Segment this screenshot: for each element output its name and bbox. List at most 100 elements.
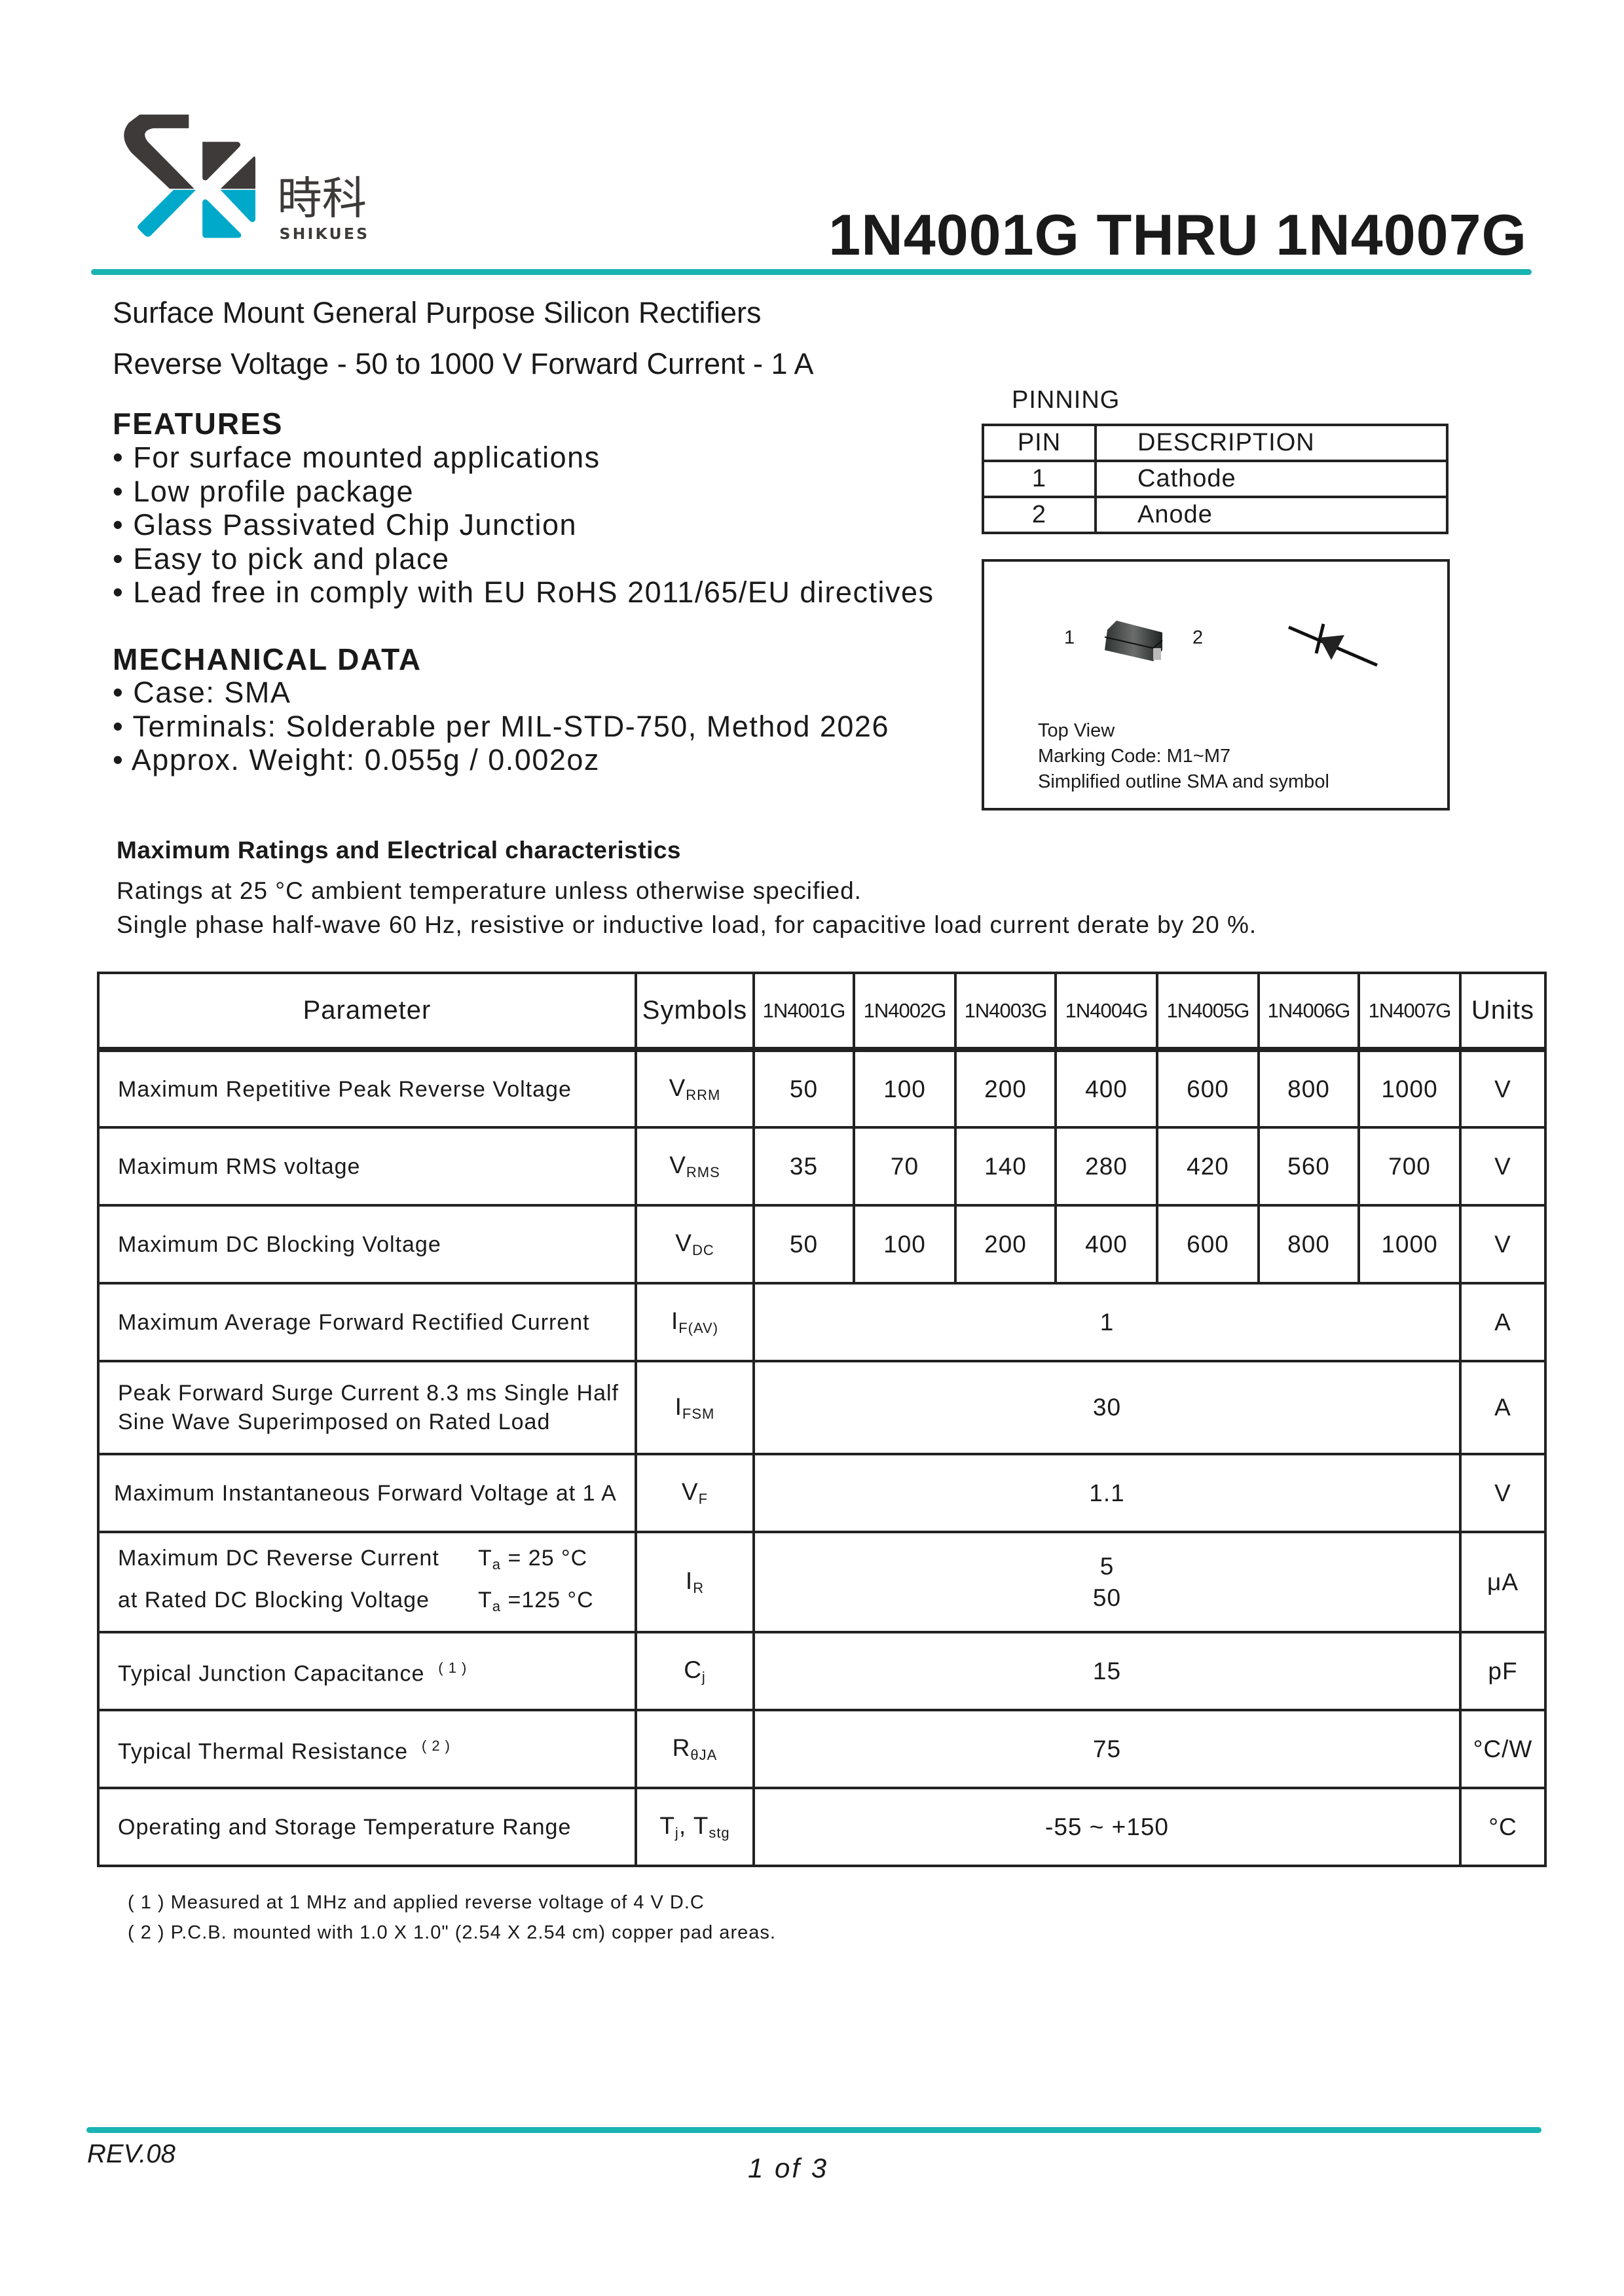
table-row: Typical Thermal Resistance ( 2 ) RθJA 75… bbox=[97, 1709, 1547, 1789]
pin2-label: 2 bbox=[1192, 627, 1204, 648]
model-header: 1N4004G bbox=[1054, 972, 1158, 1051]
ratings-note: Single phase half-wave 60 Hz, resistive … bbox=[117, 911, 1257, 938]
value-cell: 200 bbox=[954, 1048, 1057, 1129]
symbol-cell: IF(AV) bbox=[635, 1282, 755, 1362]
subtitle-line1: Surface Mount General Purpose Silicon Re… bbox=[113, 296, 762, 329]
table-row: Operating and Storage Temperature Range … bbox=[97, 1787, 1547, 1867]
pin-number: 1 bbox=[982, 460, 1097, 498]
unit-cell: V bbox=[1459, 1453, 1547, 1533]
pinning-header-row: PIN DESCRIPTION bbox=[982, 424, 1449, 462]
symbol-cell: VF bbox=[635, 1453, 755, 1533]
parameter-cell: Maximum Instantaneous Forward Voltage at… bbox=[97, 1453, 637, 1533]
value-cell: 15 bbox=[752, 1631, 1462, 1711]
value-cell: 100 bbox=[853, 1204, 957, 1285]
pinning-table: PIN DESCRIPTION 1 Cathode 2 Anode bbox=[982, 424, 1449, 534]
value-cell: -55 ~ +150 bbox=[752, 1787, 1462, 1867]
document-title: 1N4001G THRU 1N4007G bbox=[828, 202, 1527, 267]
value-cell: 35 bbox=[752, 1126, 855, 1207]
unit-cell: pF bbox=[1459, 1631, 1547, 1711]
symbol-cell: IR bbox=[635, 1531, 755, 1633]
value-cell: 1 bbox=[752, 1282, 1462, 1362]
symbol-cell: VRMS bbox=[635, 1126, 755, 1207]
mechanical-heading: MECHANICAL DATA bbox=[113, 642, 422, 676]
mechanical-item: Approx. Weight: 0.055g / 0.002oz bbox=[113, 743, 889, 777]
value-cell: 600 bbox=[1156, 1204, 1260, 1285]
mechanical-list: Case: SMA Terminals: Solderable per MIL-… bbox=[113, 676, 889, 777]
table-row: Maximum Instantaneous Forward Voltage at… bbox=[97, 1453, 1547, 1533]
value-cell: 50 bbox=[752, 1204, 855, 1285]
model-header: 1N4002G bbox=[853, 972, 957, 1051]
value-cell: 600 bbox=[1156, 1048, 1260, 1129]
value-cell: 50 bbox=[752, 1048, 855, 1129]
unit-cell: V bbox=[1459, 1126, 1547, 1207]
value-cell: 1.1 bbox=[752, 1453, 1462, 1533]
ratings-heading: Maximum Ratings and Electrical character… bbox=[117, 837, 682, 864]
parameter-cell: Peak Forward Surge Current 8.3 ms Single… bbox=[97, 1360, 637, 1455]
logo-en: SHIKUES bbox=[280, 225, 370, 243]
pinning-row: 2 Anode bbox=[982, 496, 1449, 534]
model-header: 1N4007G bbox=[1357, 972, 1462, 1051]
pin1-label: 1 bbox=[1064, 627, 1075, 648]
value-cell: 400 bbox=[1054, 1204, 1158, 1285]
table-row: Maximum DC Blocking Voltage VDC 50 100 2… bbox=[97, 1204, 1547, 1285]
model-header: 1N4001G bbox=[752, 972, 855, 1051]
symbol-cell: RθJA bbox=[635, 1709, 755, 1789]
symbol-cell: IFSM bbox=[635, 1360, 755, 1455]
value-cell: 5 50 bbox=[752, 1531, 1462, 1633]
model-header: 1N4005G bbox=[1156, 972, 1260, 1051]
symbols-header: Symbols bbox=[635, 972, 755, 1051]
features-list: For surface mounted applications Low pro… bbox=[113, 441, 934, 610]
parameter-cell: Maximum DC Blocking Voltage bbox=[97, 1204, 637, 1285]
company-logo: 時科 SHIKUES bbox=[124, 115, 370, 243]
value-cell: 280 bbox=[1054, 1126, 1158, 1207]
sma-package-icon bbox=[1104, 621, 1163, 661]
mechanical-item: Terminals: Solderable per MIL-STD-750, M… bbox=[113, 710, 889, 744]
symbol-cell: VDC bbox=[635, 1204, 755, 1285]
value-cell: 700 bbox=[1357, 1126, 1462, 1207]
subtitle-line2: Reverse Voltage - 50 to 1000 V Forward C… bbox=[113, 347, 814, 380]
units-header: Units bbox=[1459, 972, 1547, 1051]
features-heading: FEATURES bbox=[113, 407, 284, 441]
unit-cell: °C/W bbox=[1459, 1709, 1547, 1789]
feature-item: Low profile package bbox=[113, 475, 934, 509]
table-row: Maximum Average Forward Rectified Curren… bbox=[97, 1282, 1547, 1362]
symbol-cell: Tj, Tstg bbox=[635, 1787, 755, 1867]
diode-symbol-icon bbox=[1288, 623, 1378, 667]
pinning-title: PINNING bbox=[1012, 386, 1120, 414]
pin-description: Cathode bbox=[1094, 460, 1449, 498]
value-cell: 1000 bbox=[1357, 1048, 1462, 1129]
footer-divider bbox=[86, 2127, 1541, 2133]
package-diagram: 1 2 Top View Marking Code: M1~M7 Simplif… bbox=[982, 559, 1450, 811]
outline-caption: Simplified outline SMA and symbol bbox=[1038, 771, 1329, 792]
parameter-header: Parameter bbox=[97, 972, 637, 1051]
mechanical-item: Case: SMA bbox=[113, 676, 889, 710]
logo-cn: 時科 bbox=[277, 173, 367, 225]
feature-item: Lead free in comply with EU RoHS 2011/65… bbox=[113, 575, 934, 610]
parameter-cell: Maximum DC Reverse Current Ta = 25 °C at … bbox=[97, 1531, 637, 1633]
value-cell: 100 bbox=[853, 1048, 957, 1129]
value-cell: 140 bbox=[954, 1126, 1057, 1207]
value-cell: 400 bbox=[1054, 1048, 1158, 1129]
pin-header: PIN bbox=[982, 424, 1097, 462]
symbol-cell: Cj bbox=[635, 1631, 755, 1711]
parameter-cell: Maximum Average Forward Rectified Curren… bbox=[97, 1282, 637, 1362]
value-cell: 1000 bbox=[1357, 1204, 1462, 1285]
parameter-cell: Operating and Storage Temperature Range bbox=[97, 1787, 637, 1867]
table-row: Maximum RMS voltage VRMS 35 70 140 280 4… bbox=[97, 1126, 1547, 1207]
value-cell: 70 bbox=[853, 1126, 957, 1207]
footnote: ( 1 ) Measured at 1 MHz and applied reve… bbox=[128, 1892, 705, 1913]
unit-cell: A bbox=[1459, 1282, 1547, 1362]
model-header: 1N4006G bbox=[1257, 972, 1360, 1051]
value-cell: 560 bbox=[1257, 1126, 1360, 1207]
unit-cell: V bbox=[1459, 1048, 1547, 1129]
unit-cell: μA bbox=[1459, 1531, 1547, 1633]
parameter-cell: Maximum RMS voltage bbox=[97, 1126, 637, 1207]
table-row: Typical Junction Capacitance ( 1 ) Cj 15… bbox=[97, 1631, 1547, 1711]
unit-cell: °C bbox=[1459, 1787, 1547, 1867]
table-row: Maximum DC Reverse Current Ta = 25 °C at … bbox=[97, 1531, 1547, 1633]
value-cell: 800 bbox=[1257, 1204, 1360, 1285]
table-row: Maximum Repetitive Peak Reverse Voltage … bbox=[97, 1048, 1547, 1129]
value-cell: 75 bbox=[752, 1709, 1462, 1789]
unit-cell: A bbox=[1459, 1360, 1547, 1455]
value-cell: 800 bbox=[1257, 1048, 1360, 1129]
